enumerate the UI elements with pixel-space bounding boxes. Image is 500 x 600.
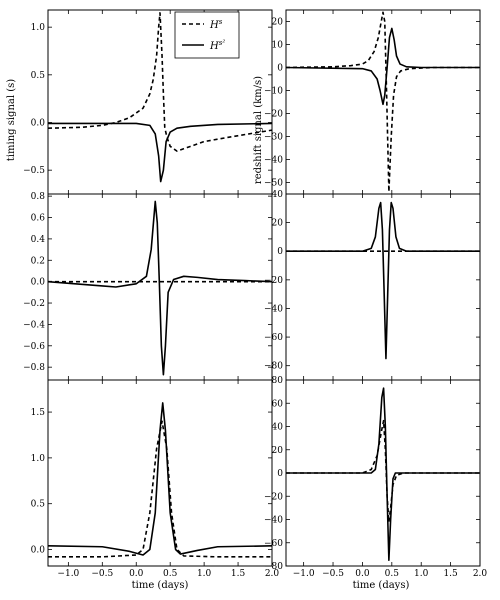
series-line-left-bottom-hs (48, 420, 272, 558)
left-xlabel: time (days) (132, 580, 189, 591)
left-ylabel: timing signal (s) (6, 79, 17, 161)
y-tick-label: 0.5 (31, 500, 46, 510)
y-tick-label: −40 (264, 156, 283, 166)
y-tick-label: 20 (272, 18, 284, 28)
legend-label-hs-base: H (209, 20, 219, 31)
y-tick-label: 0.6 (31, 214, 46, 224)
y-tick-label: −60 (264, 539, 283, 549)
y-tick-label: 0.5 (31, 71, 46, 81)
right-ylabel: redshift signal (km/s) (253, 76, 264, 184)
x-tick-label: −1.0 (57, 569, 79, 579)
y-tick-label: −40 (264, 304, 283, 314)
panel-frame (285, 193, 481, 381)
y-tick-label: 20 (272, 446, 284, 456)
panel-left-bottom: 0.0 0.5 1.0 1.5 −1.0 −0.5 0.0 0.5 1.0 1.5 2.0 (31, 379, 280, 579)
y-tick-label: 1.5 (31, 408, 46, 418)
y-tick-label: −20 (264, 110, 283, 120)
x-tick-label: 2.0 (265, 569, 280, 579)
y-tick-label: 0.0 (31, 118, 46, 128)
panel-frame (47, 379, 273, 567)
series-line-right-bottom-hs2 (286, 387, 480, 561)
x-tick-label: −0.5 (322, 569, 344, 579)
series-line-left-bottom-hs2 (48, 402, 272, 556)
y-tick-label: −80 (264, 562, 283, 572)
legend-frame (174, 11, 240, 59)
panel-right-top: −50 −40 −30 −20 −10 0 10 20 (264, 9, 481, 195)
y-tick-label: 1.0 (31, 23, 46, 33)
y-tick-label: −10 (264, 87, 283, 97)
x-tick-label: 0.5 (385, 569, 400, 579)
y-tick-label: −20 (264, 492, 283, 502)
y-tick-label: 0.4 (31, 235, 46, 245)
x-tick-label: 0.0 (129, 569, 144, 579)
y-tick-label: −0.2 (23, 299, 45, 309)
y-tick-label: −60 (264, 333, 283, 343)
y-tick-label: 10 (272, 41, 284, 51)
x-tick-label: 1.5 (231, 569, 246, 579)
x-tick-label: −0.5 (91, 569, 113, 579)
y-tick-label: −0.8 (23, 363, 45, 373)
legend: Hs Hs² (174, 11, 240, 59)
y-tick-label: 20 (272, 219, 284, 229)
legend-label-hs-sup: s (219, 18, 223, 26)
x-tick-label: 0.5 (163, 569, 178, 579)
series-line-right-middle-hs2 (286, 201, 480, 360)
y-tick-label: −40 (264, 516, 283, 526)
y-tick-label: −0.4 (23, 320, 45, 330)
series-line-right-bottom-hs (286, 419, 480, 523)
panel-right-bottom: −80 −60 −40 −20 0 20 40 60 80 −1.0 −0.5 0.0 0.5 1.0 1.… (264, 376, 487, 579)
y-tick-label: 40 (272, 423, 284, 433)
x-tick-label: 0.0 (355, 569, 370, 579)
series-line-left-middle-hs2 (48, 200, 272, 376)
legend-label-hs2-base: H (209, 41, 219, 52)
y-tick-label: 0.8 (31, 192, 46, 202)
y-tick-label: 0.2 (31, 256, 45, 266)
y-tick-label: 0.0 (31, 278, 46, 288)
x-tick-label: 2.0 (473, 569, 488, 579)
y-tick-label: 0 (277, 247, 283, 257)
y-tick-label: −80 (264, 362, 283, 372)
series-line-right-top-hs2 (286, 27, 480, 106)
panel-right-middle: −80 −60 −40 −20 0 20 40 (264, 190, 481, 381)
panel-left-top: −0.5 0.0 0.5 1.0 (23, 9, 273, 195)
y-tick-label: −0.6 (23, 342, 45, 352)
series-line-right-top-hs (286, 11, 480, 193)
y-tick-label: −20 (264, 276, 283, 286)
y-tick-label: −50 (264, 179, 283, 189)
y-tick-label: −30 (264, 133, 283, 143)
right-xlabel: time (days) (353, 580, 410, 591)
legend-label-hs2-sup: s² (219, 39, 226, 47)
y-tick-label: 0 (277, 469, 283, 479)
legend-label-hs: Hs (209, 18, 223, 31)
series-line-left-top-hs2 (48, 122, 272, 183)
x-tick-label: 1.5 (443, 569, 458, 579)
y-tick-label: 1.0 (31, 454, 46, 464)
y-tick-label: 60 (272, 399, 284, 409)
y-tick-label: 80 (272, 376, 284, 386)
panel-left-middle: −0.8 −0.6 −0.4 −0.2 0.0 0.2 0.4 0.6 0.8 (23, 192, 273, 381)
legend-label-hs2: Hs² (209, 39, 225, 52)
y-tick-label: −0.5 (23, 166, 45, 176)
x-tick-label: −1.0 (293, 569, 315, 579)
y-tick-label: 0 (277, 64, 283, 74)
y-tick-label: 40 (272, 190, 284, 200)
panels-layer: −0.50.00.51.0−50−40−30−20−1001020−0.8−0.… (23, 9, 487, 579)
x-tick-label: 1.0 (197, 569, 212, 579)
y-tick-label: 0.0 (31, 546, 46, 556)
x-tick-label: 1.0 (414, 569, 429, 579)
series-line-left-top-hs (48, 12, 272, 152)
